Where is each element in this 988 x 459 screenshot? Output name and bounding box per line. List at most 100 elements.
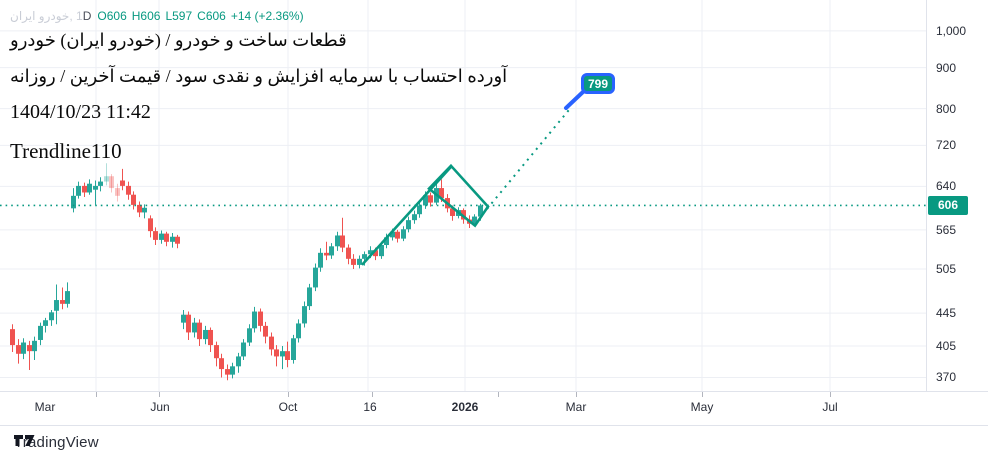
candle-body [38,325,43,340]
candle-body [329,246,334,256]
candle-body [384,237,389,246]
datetime-label: 1404/10/23 11:42 [10,101,151,123]
candle-body [82,185,87,193]
y-axis-label: 370 [936,370,957,385]
candle-body [258,311,263,326]
candle-body [104,176,109,182]
candle-body [318,252,323,268]
open-value: O606 [97,9,127,23]
candle-body [142,207,147,213]
candle-body [472,216,477,224]
candle-body [335,235,340,247]
candle-body [32,340,37,352]
candle-body [115,188,120,196]
candle-body [21,342,26,354]
candle-body [340,235,345,248]
y-axis-label: 640 [936,179,957,194]
candle-body [120,180,125,186]
candle-body [60,300,65,304]
candle-body [137,204,142,213]
candle-body [164,233,169,242]
candle-body [307,287,312,307]
candle-body [87,183,92,193]
candle-body [362,254,367,259]
candlestick-chart-canvas[interactable] [0,0,926,391]
candle-body [175,236,180,244]
x-axis-tick [372,392,373,397]
candle-body [16,345,21,354]
time-axis[interactable]: Mar Jun Oct 16 2026 Mar May Jul [0,391,988,426]
candle-body [285,351,290,360]
candle-body [170,236,175,242]
x-axis-label: Mar [34,400,56,414]
candle-body [351,258,356,265]
x-axis-tick [498,392,499,397]
candle-body [93,185,98,190]
candle-body [153,231,158,240]
flag-parallelogram[interactable] [427,163,490,228]
x-axis-label: May [690,400,714,414]
candle-body [159,233,164,240]
y-axis-label: 720 [936,138,957,153]
x-axis-label: Mar [565,400,587,414]
candle-body [296,323,301,339]
y-axis-label: 800 [936,101,957,116]
candle-body [126,185,131,195]
candle-body [324,252,329,256]
candle-body [148,218,153,232]
candle-body [43,320,48,326]
callout-tail [564,89,586,110]
price-axis[interactable]: 606 1,000 900 800 720 640 565 505 445 405 370 [926,0,988,425]
x-axis-label: Jun [150,400,170,414]
candle-body [197,322,202,340]
y-axis-label: 445 [936,306,957,321]
x-axis-label: Oct [278,400,298,414]
candle-body [302,306,307,324]
y-axis-label: 900 [936,60,957,75]
x-axis-tick [159,392,160,397]
candle-body [395,231,400,239]
candle-body [428,195,433,203]
x-axis-label: 16 [363,400,377,414]
tradingview-logo-icon [14,435,35,446]
candle-body [280,351,285,357]
symbol-name-faded: ایران خودرو, 1 [10,9,83,23]
candle-body [203,329,208,340]
candle-body [450,208,455,216]
y-axis-label: 505 [936,262,957,277]
candle-body [241,342,246,357]
x-axis-label: 2026 [451,400,479,414]
symbol-title: خودرو (ایران خودرو) / خودرو و ساخت قطعات [10,30,347,50]
low-value: L597 [165,9,193,23]
candle-body [54,300,59,311]
y-axis-label: 1,000 [936,23,967,38]
candle-body [247,328,252,343]
candle-body [406,220,411,230]
candle-body [131,194,136,205]
last-price-badge: 606 [928,195,968,215]
y-axis-label: 565 [936,222,957,237]
price-target-callout[interactable]: 799 [581,73,615,94]
candle-body [230,366,235,375]
trendline-pole[interactable] [361,164,453,266]
candle-body [263,325,268,337]
change-value: +14 (+2.36%) [230,9,304,23]
symbol-subtitle: روزانه / آخرین قیمت / سود نقدی و افزایش … [10,66,508,86]
candle-body [401,229,406,239]
candle-body [269,336,274,350]
tradingview-logo-text: TradingView [14,434,99,451]
candle-body [423,195,428,206]
candle-body [225,369,230,375]
chart-legend-ohlc-row[interactable]: ایران خودرو, 1D O606 H606 L597 C606 +14 (+2.3… [10,9,309,23]
candle-body [313,267,318,288]
chart-plot-area[interactable]: ایران خودرو, 1D O606 H606 L597 C606 +14 (+2.3… [0,0,926,391]
x-axis-tick [96,392,97,397]
candle-body [10,329,15,346]
tradingview-logo[interactable]: TradingView [14,434,99,451]
projection-line[interactable] [486,108,571,210]
trendline-drawing-label[interactable]: Trendline110 [10,139,122,163]
candle-body [186,314,191,333]
candle-body [236,356,241,367]
candle-body [478,205,483,217]
